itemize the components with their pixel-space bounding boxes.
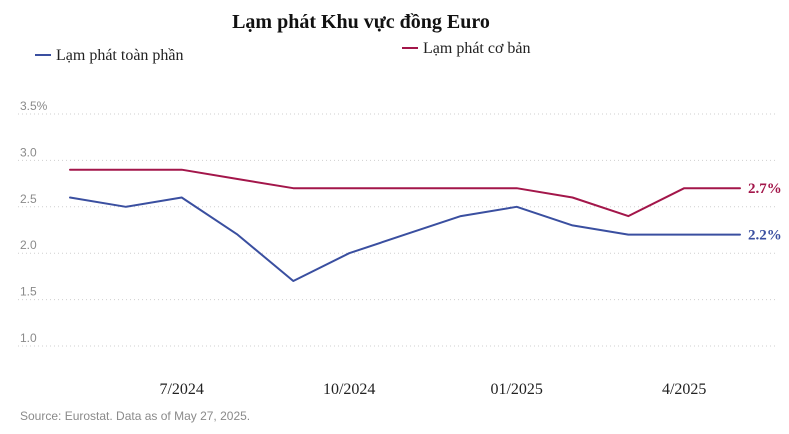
legend-label-headline: Lạm phát toàn phần (56, 47, 184, 64)
end-label-0: 2.2% (748, 228, 782, 244)
series (69, 168, 741, 282)
series-line-1 (69, 168, 741, 218)
chart-title: Lạm phát Khu vực đồng Euro (232, 11, 490, 33)
x-tick-label: 4/2025 (662, 381, 706, 398)
legend-label-core: Lạm phát cơ bản (423, 40, 531, 57)
x-tick-label: 10/2024 (323, 381, 375, 398)
y-tick-label: 1.0 (20, 331, 37, 345)
end-label-1: 2.7% (748, 181, 782, 197)
source-note: Source: Eurostat. Data as of May 27, 202… (20, 409, 250, 423)
y-tick-label: 2.0 (20, 238, 37, 252)
y-tick-label: 1.5 (20, 285, 37, 299)
x-tick-label: 7/2024 (159, 381, 203, 398)
end-labels: 2.2% 2.7% (748, 181, 782, 243)
gridlines (18, 113, 775, 347)
legend: Lạm phát toàn phần Lạm phát cơ bản (35, 40, 531, 64)
y-tick-label: 3.0 (20, 145, 37, 159)
series-line-0 (69, 196, 741, 282)
y-tick-label: 3.5% (20, 99, 48, 113)
x-axis-ticks: 7/2024 10/2024 01/2025 4/2025 (159, 381, 706, 398)
y-axis-ticks: 3.5% 3.0 2.5 2.0 1.5 1.0 (20, 99, 48, 345)
y-tick-label: 2.5 (20, 192, 37, 206)
x-tick-label: 01/2025 (490, 381, 542, 398)
